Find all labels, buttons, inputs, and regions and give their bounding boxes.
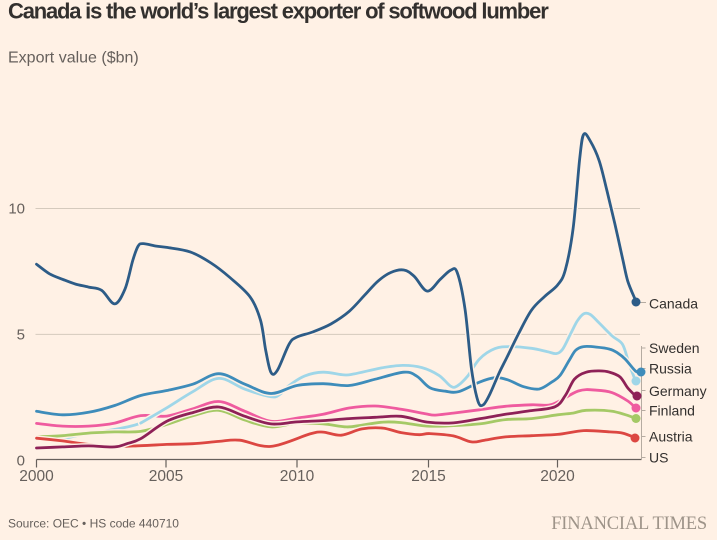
svg-text:Canada: Canada: [649, 295, 698, 311]
svg-text:5: 5: [17, 326, 25, 343]
svg-text:US: US: [649, 450, 668, 466]
svg-text:Finland: Finland: [649, 403, 695, 419]
svg-text:0: 0: [17, 453, 25, 470]
svg-text:Sweden: Sweden: [649, 340, 700, 356]
svg-text:10: 10: [8, 201, 25, 218]
svg-text:2010: 2010: [280, 468, 315, 485]
svg-text:2015: 2015: [411, 468, 445, 485]
svg-text:Russia: Russia: [649, 361, 692, 377]
svg-text:Export value ($bn): Export value ($bn): [8, 50, 139, 67]
svg-text:FINANCIAL TIMES: FINANCIAL TIMES: [551, 514, 707, 534]
svg-text:Austria: Austria: [649, 429, 693, 445]
svg-text:Canada is the world’s largest: Canada is the world’s largest exporter o…: [8, 0, 549, 24]
svg-text:Germany: Germany: [649, 383, 707, 399]
svg-text:Source: OEC • HS code 440710: Source: OEC • HS code 440710: [8, 517, 179, 531]
svg-text:2000: 2000: [19, 468, 54, 485]
svg-text:2005: 2005: [149, 468, 183, 485]
svg-text:2020: 2020: [540, 468, 575, 485]
